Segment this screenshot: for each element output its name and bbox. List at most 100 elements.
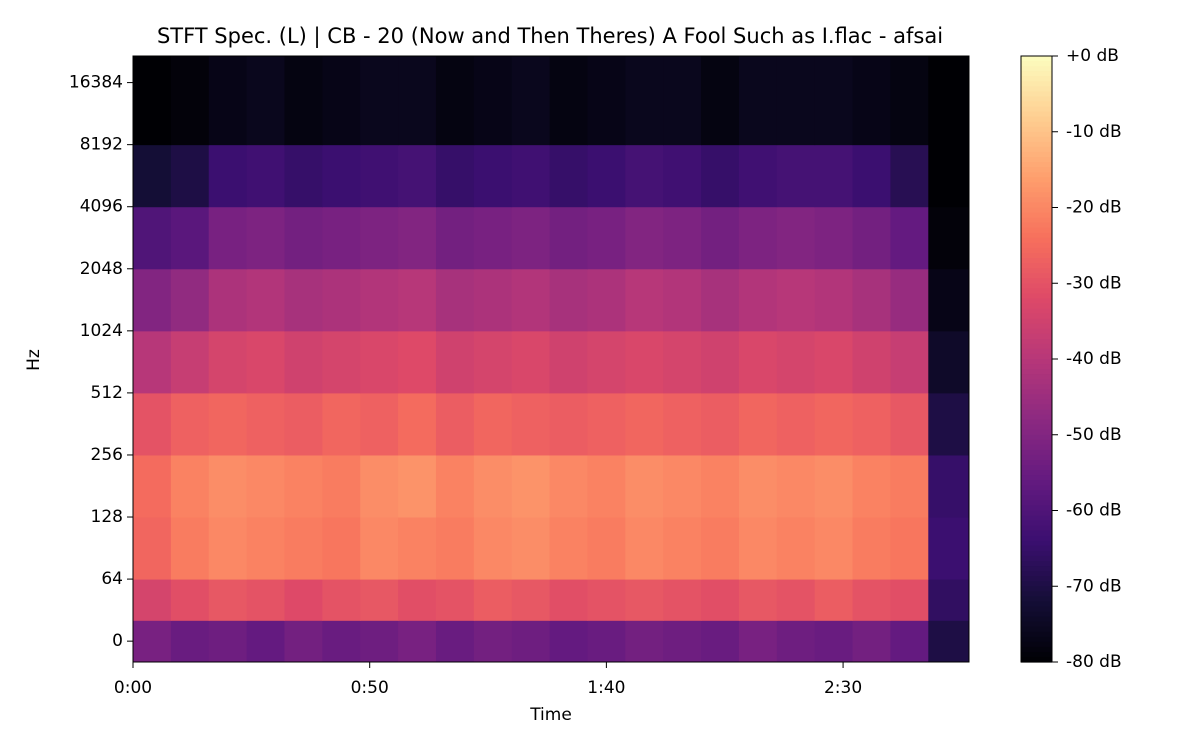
colorbar-segment [1021,606,1052,613]
heatmap-cell [435,579,475,621]
heatmap-cell [360,144,399,208]
colorbar-segment [1021,338,1052,345]
colorbar-tick-label: -10 dB [1066,122,1122,142]
heatmap-cell [170,392,210,456]
colorbar-segment [1021,197,1052,204]
y-tick-label: 512 [91,383,123,403]
colorbar-segment [1021,545,1052,552]
heatmap-cell [322,144,361,208]
colorbar-segment [1021,293,1052,299]
heatmap-cell [625,517,664,580]
heatmap-cell [814,268,854,332]
colorbar-segment [1021,525,1052,532]
heatmap-cell [435,56,475,146]
heatmap-cell [511,56,551,146]
heatmap-cell [663,56,702,146]
heatmap-cell [246,144,285,208]
heatmap-cell [133,268,172,332]
colorbar-segment [1021,126,1052,133]
heatmap-cell [852,330,891,394]
heatmap-cell [587,620,626,663]
heatmap-cell [890,620,929,663]
heatmap-cell [663,144,702,208]
colorbar-segment [1021,596,1052,602]
y-tick-label: 4096 [80,197,123,217]
colorbar-segment [1021,540,1052,547]
heatmap-cell [549,517,588,580]
heatmap-cell [284,620,323,663]
heatmap-cell [814,56,854,146]
heatmap-cell [473,579,513,621]
heatmap-cell [549,206,588,270]
colorbar-segment [1021,505,1052,512]
heatmap-cell [360,392,399,456]
heatmap-cell [360,268,399,332]
heatmap-cell [322,454,361,518]
colorbar-segment [1021,641,1052,648]
heatmap-cell [814,330,854,394]
heatmap-cell [284,56,323,146]
heatmap-cell [511,517,551,580]
heatmap-cell [738,392,778,456]
heatmap-cell [473,206,513,270]
heatmap-cell [246,268,285,332]
heatmap-cell [322,206,361,270]
colorbar-segment [1021,116,1052,123]
heatmap-cell [360,206,399,270]
heatmap-cell [587,392,626,456]
heatmap-cell [284,206,323,270]
y-axis-label: Hz [24,349,44,371]
colorbar-segment [1021,631,1052,638]
heatmap-cell [549,56,588,146]
colorbar-segment [1021,359,1052,365]
heatmap-cell [776,56,816,146]
y-tick-label: 64 [101,569,123,589]
colorbar-segment [1021,283,1052,289]
heatmap-cell [360,579,399,621]
heatmap-cell [511,579,551,621]
heatmap-cell [435,206,475,270]
heatmap-cell [208,268,248,332]
heatmap-cell [549,392,588,456]
colorbar-segment [1021,586,1052,592]
colorbar-tick-label: -80 dB [1066,652,1122,672]
heatmap-cell [246,454,285,518]
heatmap-cell [852,620,891,663]
heatmap-cell [890,330,929,394]
colorbar-tick-label: -40 dB [1066,349,1122,369]
heatmap-cell [928,206,970,270]
heatmap-cell [701,517,740,580]
heatmap-cell [663,579,702,621]
heatmap-cell [663,620,702,663]
heatmap-cell [738,268,778,332]
heatmap-cell [852,392,891,456]
heatmap-cell [625,144,664,208]
heatmap-cell [663,392,702,456]
heatmap-cell [814,144,854,208]
colorbar-segment [1021,591,1052,597]
heatmap-cell [701,330,740,394]
heatmap-cell [814,206,854,270]
colorbar-segment [1021,202,1052,209]
colorbar-segment [1021,626,1052,633]
heatmap-cell [511,392,551,456]
heatmap-cell [284,454,323,518]
heatmap-cell [473,454,513,518]
heatmap-cell [170,454,210,518]
colorbar-segment [1021,121,1052,128]
heatmap-cell [890,517,929,580]
heatmap-cell [284,517,323,580]
heatmap-cell [776,268,816,332]
heatmap-cell [890,454,929,518]
heatmap-cell [738,454,778,518]
heatmap-cell [208,206,248,270]
colorbar-segment [1021,157,1052,163]
heatmap-cell [208,392,248,456]
heatmap-cell [625,454,664,518]
colorbar-segment [1021,101,1052,108]
colorbar-segment [1021,323,1052,330]
colorbar-segment [1021,343,1052,350]
heatmap-cell [890,144,929,208]
colorbar-segment [1021,348,1052,355]
heatmap-cell [473,620,513,663]
